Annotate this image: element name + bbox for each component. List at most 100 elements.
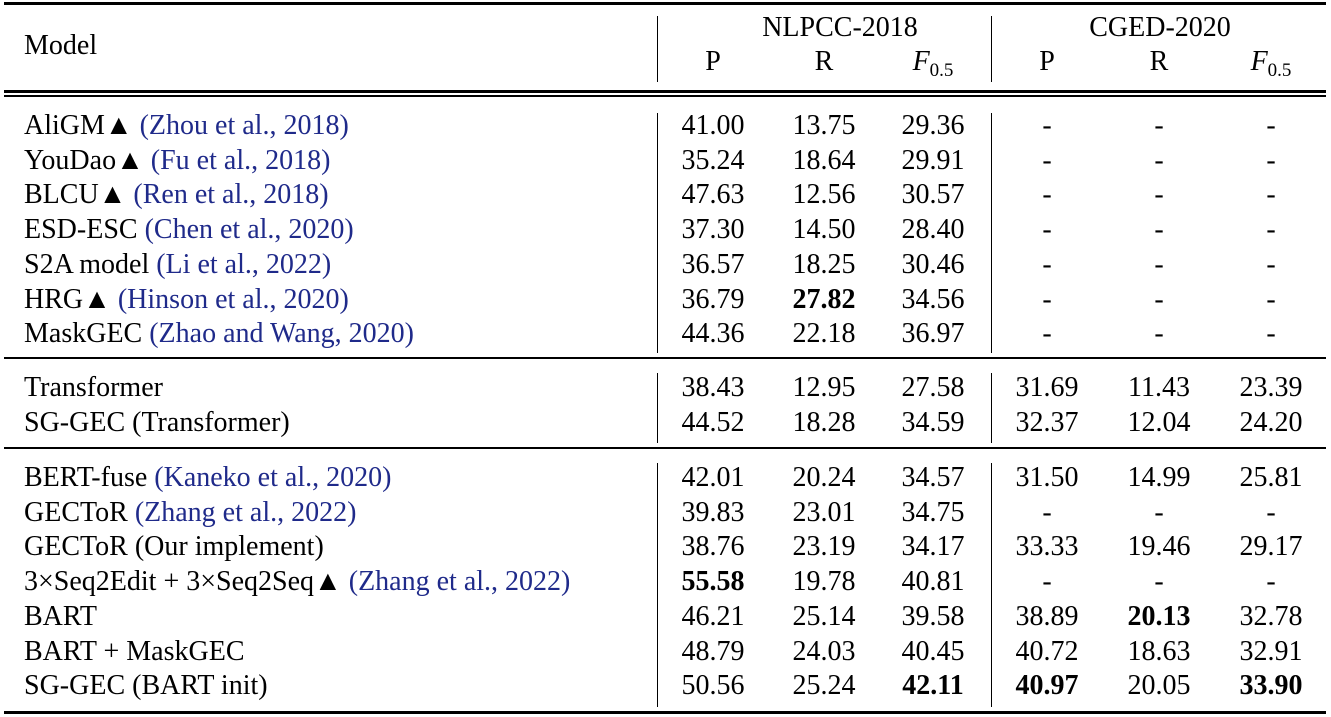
value-cged-p: - (1042, 283, 1052, 315)
value-nlpcc-f05: 40.81 (901, 566, 965, 598)
model-name: Transformer (24, 370, 163, 406)
table-rule (4, 711, 1326, 714)
column-separator (657, 16, 659, 82)
column-separator (991, 16, 993, 82)
model-label: GECToR (Our implement) (24, 531, 324, 563)
col-header-nlpcc-p: P (705, 46, 721, 77)
model-name: AliGM▲ (Zhou et al., 2018) (24, 108, 349, 144)
value-cged-f05: 24.20 (1239, 406, 1303, 438)
value-nlpcc-p: 55.58 (681, 566, 745, 598)
value-cged-p: 31.50 (1015, 462, 1079, 493)
value-nlpcc-f05: 30.57 (901, 179, 965, 211)
value-nlpcc-r: 19.78 (792, 566, 856, 598)
value-cged-p: - (1042, 248, 1052, 280)
value-cged-r: - (1154, 496, 1164, 528)
value-nlpcc-p: 35.24 (681, 144, 745, 176)
col-header-cged-f05: F0.5 (1250, 46, 1292, 81)
value-nlpcc-f05: 29.91 (901, 144, 965, 176)
model-label: HRG▲ (24, 283, 118, 315)
model-name: GECToR (Our implement) (24, 529, 324, 565)
table-rule (4, 447, 1326, 449)
model-label: S2A model (24, 248, 157, 280)
model-name: HRG▲ (Hinson et al., 2020) (24, 282, 349, 318)
model-name: BERT-fuse (Kaneko et al., 2020) (24, 460, 391, 496)
value-nlpcc-r: 18.64 (792, 144, 856, 176)
value-nlpcc-f05: 29.36 (901, 110, 965, 141)
value-nlpcc-r: 23.19 (792, 531, 856, 563)
value-nlpcc-p: 50.56 (681, 670, 745, 702)
value-cged-f05: - (1266, 110, 1276, 141)
value-cged-f05: 25.81 (1239, 462, 1303, 493)
value-nlpcc-r: 25.14 (792, 600, 856, 632)
value-nlpcc-f05: 40.45 (901, 635, 965, 667)
value-cged-p: 38.89 (1015, 600, 1079, 632)
value-nlpcc-f05: 34.75 (901, 496, 965, 528)
value-nlpcc-p: 37.30 (681, 214, 745, 246)
citation-link[interactable]: (Hinson et al., 2020) (117, 283, 349, 315)
top-rule (4, 2, 1326, 5)
value-nlpcc-r: 14.50 (792, 214, 856, 246)
value-nlpcc-p: 38.76 (681, 531, 745, 563)
column-separator (657, 463, 659, 707)
value-nlpcc-r: 12.56 (792, 179, 856, 211)
model-name: BART (24, 599, 97, 635)
value-cged-f05: - (1266, 283, 1276, 315)
value-nlpcc-f05: 28.40 (901, 214, 965, 246)
value-cged-f05: 29.17 (1239, 531, 1303, 563)
citation-link[interactable]: (Chen et al., 2020) (144, 214, 354, 246)
model-name: ESD-ESC (Chen et al., 2020) (24, 212, 354, 248)
model-header: Model (24, 30, 98, 61)
citation-link[interactable]: (Zhang et al., 2022) (134, 496, 357, 528)
model-label: AliGM▲ (24, 110, 140, 141)
value-nlpcc-r: 13.75 (792, 110, 856, 141)
col-header-nlpcc-r: R (814, 46, 834, 77)
value-cged-r: 20.05 (1127, 670, 1191, 702)
value-nlpcc-f05: 42.11 (902, 670, 964, 702)
value-cged-f05: - (1266, 248, 1276, 280)
value-cged-p: - (1042, 214, 1052, 246)
column-separator (991, 113, 993, 353)
citation-link[interactable]: (Zhou et al., 2018) (139, 110, 349, 141)
value-cged-r: 19.46 (1127, 531, 1191, 563)
model-label: SG-GEC (Transformer) (24, 406, 290, 438)
value-cged-f05: 23.39 (1239, 372, 1303, 403)
citation-link[interactable]: (Ren et al., 2018) (133, 179, 329, 211)
value-cged-r: - (1154, 110, 1164, 141)
value-cged-p: 40.97 (1015, 670, 1079, 702)
value-cged-p: - (1042, 496, 1052, 528)
value-cged-r: 20.13 (1127, 600, 1191, 632)
citation-link[interactable]: (Li et al., 2022) (156, 248, 332, 280)
value-nlpcc-p: 38.43 (681, 372, 745, 403)
value-cged-f05: - (1266, 144, 1276, 176)
model-name: YouDao▲ (Fu et al., 2018) (24, 143, 330, 179)
model-name: BLCU▲ (Ren et al., 2018) (24, 177, 329, 213)
value-cged-f05: - (1266, 566, 1276, 598)
model-name: S2A model (Li et al., 2022) (24, 247, 331, 283)
value-cged-p: - (1042, 318, 1052, 350)
table-rule (4, 90, 1326, 93)
col-header-nlpcc-f05: F0.5 (912, 46, 954, 81)
value-nlpcc-r: 22.18 (792, 318, 856, 350)
column-separator (991, 373, 993, 443)
column-separator (991, 463, 993, 707)
value-nlpcc-r: 12.95 (792, 372, 856, 403)
value-nlpcc-r: 25.24 (792, 670, 856, 702)
value-nlpcc-p: 41.00 (681, 110, 745, 141)
citation-link[interactable]: (Zhang et al., 2022) (348, 566, 571, 598)
value-cged-f05: - (1266, 496, 1276, 528)
value-cged-r: - (1154, 144, 1164, 176)
col-header-cged-r: R (1149, 46, 1169, 77)
value-nlpcc-f05: 27.58 (901, 372, 965, 403)
value-cged-f05: - (1266, 179, 1276, 211)
citation-link[interactable]: (Kaneko et al., 2020) (154, 462, 392, 493)
citation-link[interactable]: (Zhao and Wang, 2020) (149, 318, 414, 350)
value-cged-p: - (1042, 144, 1052, 176)
value-nlpcc-p: 36.79 (681, 283, 745, 315)
value-cged-r: 12.04 (1127, 406, 1191, 438)
value-cged-f05: - (1266, 318, 1276, 350)
value-cged-f05: 32.78 (1239, 600, 1303, 632)
model-label: YouDao▲ (24, 144, 151, 176)
value-cged-r: 14.99 (1127, 462, 1191, 493)
citation-link[interactable]: (Fu et al., 2018) (150, 144, 331, 176)
model-label: BART (24, 600, 97, 632)
